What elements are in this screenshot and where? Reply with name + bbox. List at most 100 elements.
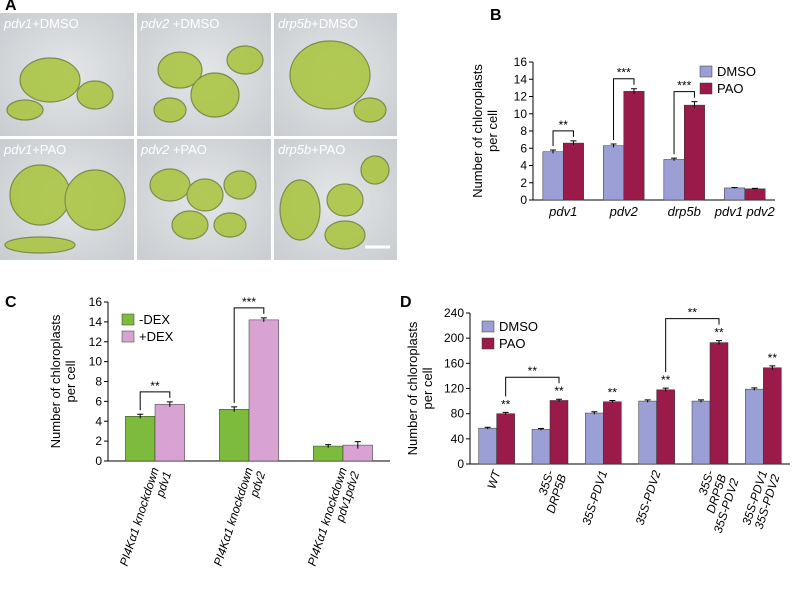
- x-tick-label: 35S-PDV135S-PDV2: [739, 468, 782, 531]
- bar: [496, 413, 515, 465]
- bar: [656, 389, 675, 465]
- error-bar: [716, 340, 722, 345]
- treatment: +PAO: [311, 142, 345, 157]
- error-bar: [538, 427, 544, 431]
- bar: [248, 319, 279, 462]
- error-bar: [502, 411, 509, 415]
- error-bar: [644, 399, 651, 403]
- error-bar: [769, 365, 776, 370]
- legend-swatch: [481, 320, 495, 333]
- x-tick-label-line: WT: [484, 467, 504, 491]
- y-axis-label: Number of chloroplastsper cell: [48, 314, 78, 448]
- error-bar: [698, 399, 704, 403]
- y-axis-label-line: Number of chloroplasts: [470, 64, 485, 198]
- bar: [154, 404, 185, 462]
- error-bar: [591, 411, 598, 415]
- error-bar: [610, 143, 617, 148]
- bar: [724, 187, 745, 201]
- x-tick-label-line: PI4Kα1 knockdown: [211, 465, 256, 568]
- chloroplasts: [4, 40, 390, 254]
- y-tick-label: 12: [89, 335, 103, 349]
- legend-label: DMSO: [499, 319, 538, 334]
- error-bar: [609, 399, 616, 403]
- legend-label: PAO: [499, 336, 526, 351]
- y-axis-label-line: Number of chloroplasts: [405, 321, 420, 455]
- treatment: +DMSO: [311, 16, 358, 31]
- micrograph-label: pdv2 +DMSO: [140, 16, 219, 31]
- significance-label: ***: [617, 66, 631, 80]
- error-bar: [354, 441, 361, 449]
- error-bar: [231, 406, 238, 412]
- treatment: +DMSO: [32, 16, 79, 31]
- legend-label: DMSO: [717, 64, 756, 79]
- x-tick-label: PI4Kα1 knockdownpdv2: [211, 465, 269, 572]
- error-bar: [325, 444, 332, 448]
- bar: [542, 151, 564, 201]
- legend-label: -DEX: [139, 312, 170, 327]
- legend-swatch: [699, 65, 713, 78]
- y-tick-label: 10: [89, 355, 103, 369]
- y-tick-label: 40: [451, 432, 465, 446]
- error-bar: [137, 413, 144, 419]
- bar: [603, 145, 624, 201]
- significance-label: **: [714, 326, 724, 340]
- significance-label: ***: [677, 79, 691, 93]
- legend-label: +DEX: [139, 329, 174, 344]
- error-bar: [166, 401, 173, 407]
- significance-bracket: [552, 130, 574, 146]
- treatment: +DMSO: [169, 16, 219, 31]
- error-bar: [691, 101, 698, 109]
- significance-label: **: [150, 379, 160, 393]
- y-tick-label: 8: [520, 124, 527, 138]
- significance-label: **: [528, 364, 538, 378]
- y-tick-label: 4: [520, 159, 527, 173]
- x-tick-label: WT: [484, 467, 504, 491]
- x-tick-label-line: 35S-PDV2: [633, 468, 664, 527]
- bar: [478, 427, 497, 465]
- micrograph-panel: A: [0, 0, 397, 260]
- genotype: pdv1: [3, 16, 32, 31]
- bar: [763, 367, 782, 465]
- legend-swatch: [699, 82, 713, 95]
- bar: [125, 416, 156, 462]
- error-bar: [751, 187, 758, 190]
- micrograph-label: drp5b+PAO: [278, 142, 345, 157]
- error-bar: [751, 387, 758, 391]
- significance-bracket: [665, 318, 720, 373]
- y-axis-label-line: Number of chloroplasts: [48, 314, 63, 448]
- y-tick-label: 0: [95, 454, 102, 468]
- error-bar: [550, 149, 557, 154]
- bar: [219, 409, 250, 462]
- micrograph-label: drp5b+DMSO: [278, 16, 358, 31]
- y-tick-label: 4: [95, 414, 102, 428]
- y-tick-label: 240: [444, 306, 464, 320]
- micrograph-label: pdv1+DMSO: [3, 16, 79, 31]
- y-tick-label: 2: [95, 434, 102, 448]
- significance-label: **: [661, 373, 671, 387]
- y-tick-label: 8: [95, 375, 102, 389]
- bar: [744, 188, 766, 201]
- error-bar: [731, 186, 738, 189]
- y-tick-label: 14: [89, 315, 103, 329]
- x-tick-label: PI4Kα1 knockdownpdv1: [117, 465, 175, 572]
- y-axis-label: Number of chloroplastsper cell: [470, 64, 500, 198]
- x-tick-label: drp5b: [668, 204, 701, 219]
- y-tick-label: 10: [514, 107, 528, 121]
- panel-label: D: [400, 294, 412, 311]
- error-bar: [484, 426, 491, 430]
- bar: [638, 400, 657, 465]
- significance-label: ***: [242, 295, 256, 309]
- panel-label: B: [490, 7, 502, 24]
- x-tick-label: 35S-DRP5B35S-PDV2: [686, 468, 742, 535]
- significance-bracket: [233, 307, 265, 403]
- treatment: +PAO: [32, 142, 66, 157]
- genotype: drp5b: [278, 16, 311, 31]
- bar: [549, 400, 569, 465]
- x-tick-label: pdv1 pdv2: [714, 204, 776, 219]
- genotype: pdv2: [140, 16, 170, 31]
- x-tick-label-line: PI4Kα1 knockdown: [117, 465, 162, 568]
- significance-label: **: [501, 397, 511, 411]
- y-tick-label: 12: [514, 90, 528, 104]
- legend-label: PAO: [717, 81, 744, 96]
- bar: [623, 91, 645, 201]
